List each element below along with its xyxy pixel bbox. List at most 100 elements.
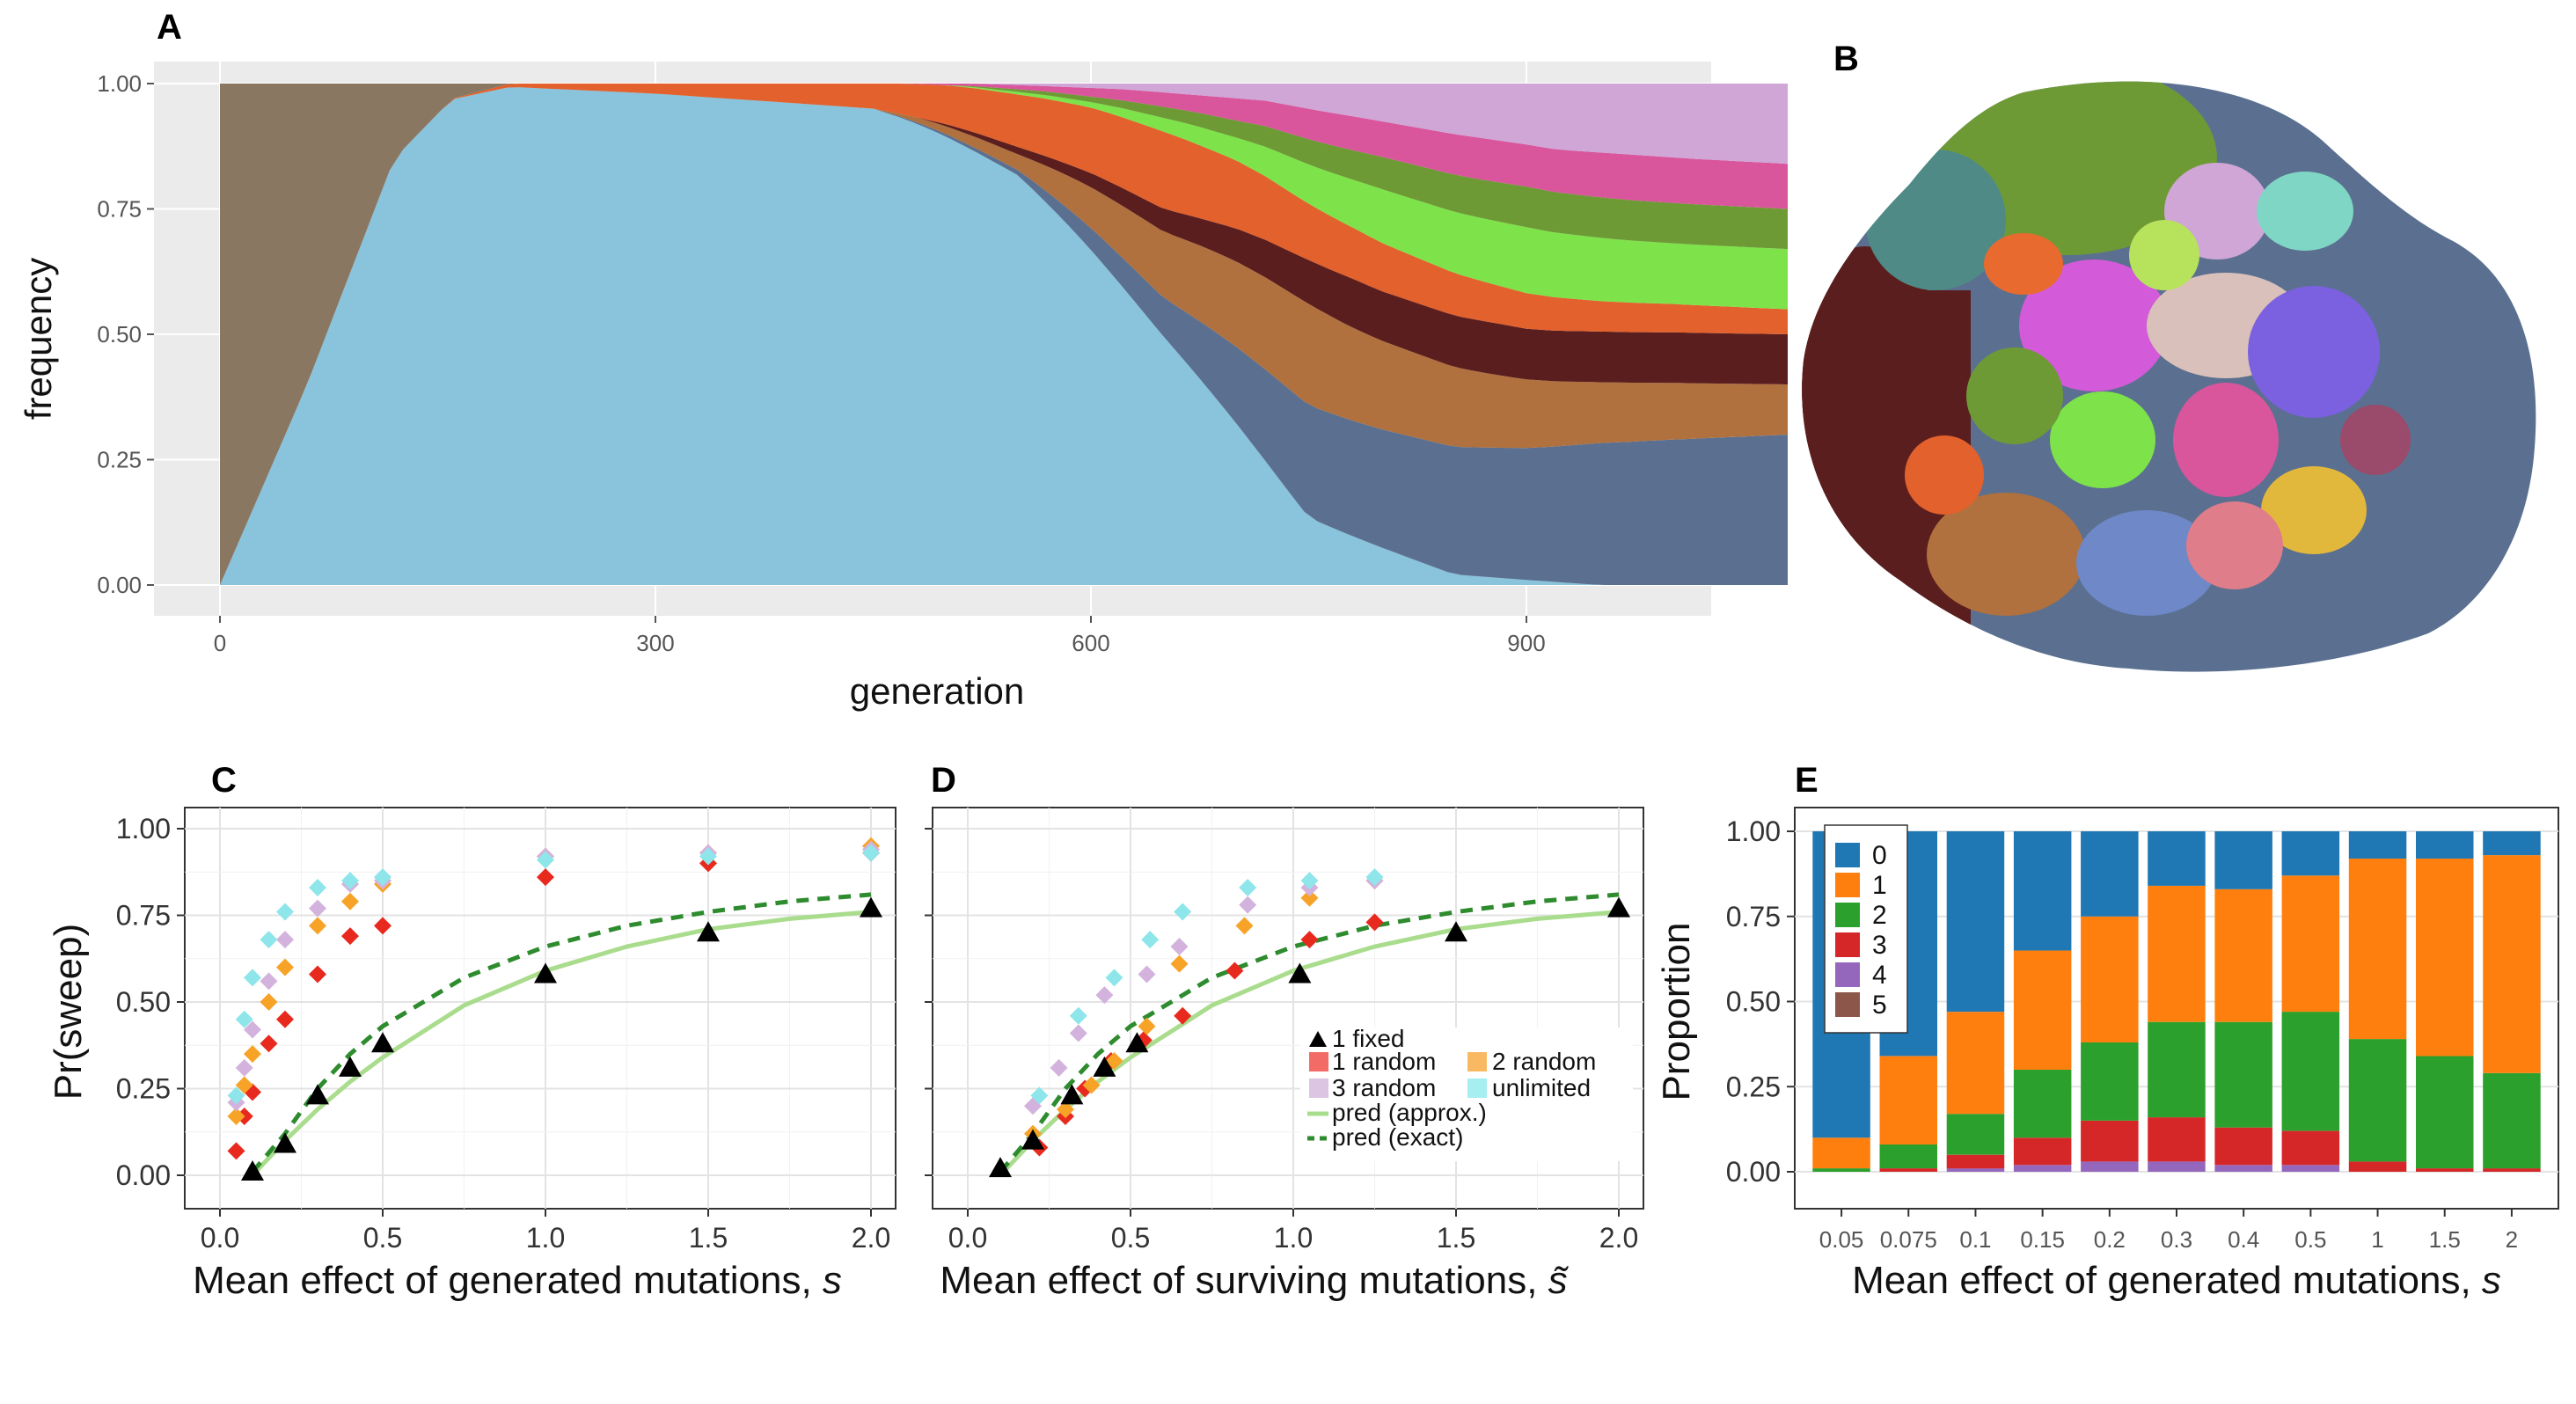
e-bar-0.1-class-0 — [1946, 831, 2005, 1013]
e-bar-0.4-class-2 — [2214, 1021, 2272, 1128]
c-point-unlimited-10 — [862, 844, 880, 862]
e-ytick-label-2: 0.50 — [1726, 986, 1781, 1018]
c-xtick-label-0: 0.0 — [201, 1222, 239, 1254]
d-point-fixed-7 — [1607, 896, 1630, 918]
d-pred-exact-line — [999, 892, 1620, 1174]
legend-key-random3 — [1309, 1079, 1328, 1098]
legend-key-random1 — [1309, 1052, 1328, 1071]
d-point-random3-4 — [1138, 965, 1156, 984]
c-point-random2-6 — [341, 892, 359, 910]
c-point-fixed-4 — [371, 1032, 394, 1053]
c-point-fixed-7 — [860, 896, 882, 918]
a-ytick-label-1: 0.25 — [97, 447, 142, 473]
e-bar-0.15-class-1 — [2013, 950, 2072, 1070]
e-bar-0.5-class-4 — [2281, 1165, 2340, 1172]
panel-a-x-axis-title: generation — [850, 670, 1025, 712]
panel-e-x-axis-title: Mean effect of generated mutations, s — [1852, 1259, 2501, 1302]
a-area-clone_lime — [220, 84, 1788, 585]
c-point-fixed-2 — [306, 1084, 329, 1105]
e-legend-key-3 — [1835, 932, 1860, 957]
e-ytick-label-3: 0.75 — [1726, 901, 1781, 932]
panel-c-grid — [185, 808, 896, 1209]
legend-label-pred-exact: pred (exact) — [1332, 1123, 1463, 1151]
a-area-clone_brown — [220, 84, 1788, 585]
panel-d-points — [989, 868, 1630, 1178]
e-bar-1.5-class-0 — [2416, 831, 2474, 859]
e-ytick-label-4: 1.00 — [1726, 815, 1781, 847]
c-point-random1-6 — [341, 927, 359, 946]
e-legend-label-2: 2 — [1872, 901, 1887, 930]
e-legend-label-0: 0 — [1872, 841, 1887, 870]
d-point-random1-6 — [1226, 962, 1244, 980]
panel-a-chart: 0.00 0.25 0.50 0.75 1.00 0 300 600 900 generati… — [18, 62, 1788, 712]
panel-e-y-axis-title: Proportion — [1655, 922, 1698, 1101]
e-bar-0.5-class-3 — [2281, 1130, 2340, 1166]
panel-b-tumour-image — [1802, 81, 2536, 672]
e-xtick-label-10: 2 — [2506, 1226, 2518, 1253]
e-xtick-label-4: 0.2 — [2094, 1226, 2126, 1253]
a-area-clone_blue — [220, 87, 1788, 586]
e-bar-1.5-class-1 — [2416, 859, 2474, 1057]
d-point-random3-5 — [1170, 937, 1189, 955]
e-bar-0.2-class-1 — [2081, 916, 2139, 1042]
panel-e-y-ticks: 0.00 0.25 0.50 0.75 1.00 — [1726, 815, 1795, 1188]
panel-c-chart: 0.00 0.25 0.50 0.75 1.00 0.0 0.5 1.0 1.5 2.0 Mea… — [47, 807, 896, 1302]
e-xtick-label-9: 1.5 — [2429, 1226, 2461, 1253]
e-legend-key-4 — [1835, 962, 1860, 987]
d-point-fixed-6 — [1445, 921, 1467, 942]
e-bar-0.2-class-2 — [2081, 1042, 2139, 1121]
d-point-unlimited-3 — [1141, 931, 1160, 949]
c-xtick-label-1: 0.5 — [363, 1222, 402, 1254]
d-point-random3-2 — [1069, 1024, 1087, 1042]
e-bar-0.4-class-4 — [2214, 1165, 2272, 1172]
e-xtick-label-6: 0.4 — [2228, 1226, 2259, 1253]
panel-c-y-axis-title: Pr(sweep) — [47, 924, 90, 1101]
e-bar-0.15-class-3 — [2013, 1137, 2072, 1166]
d-point-random2-3 — [1105, 1051, 1123, 1070]
d-point-fixed-1 — [1021, 1129, 1044, 1150]
e-bar-1-class-2 — [2348, 1039, 2407, 1162]
d-point-fixed-2 — [1060, 1084, 1084, 1105]
c-point-unlimited-2 — [244, 969, 261, 987]
e-bar-0.4-class-3 — [2214, 1127, 2272, 1166]
tumour-clones — [1802, 81, 2536, 672]
c-point-random1-5 — [309, 965, 326, 984]
d-point-unlimited-5 — [1239, 878, 1257, 896]
e-xtick-label-0: 0.05 — [1819, 1226, 1864, 1253]
a-xtick-label-2: 600 — [1072, 630, 1109, 656]
a-ytick-label-0: 0.00 — [97, 572, 142, 598]
panel-letter-e: E — [1795, 761, 1819, 800]
e-bar-0.3-class-1 — [2148, 885, 2206, 1022]
a-area-clone_slate — [220, 87, 1788, 586]
panel-c-x-ticks: 0.0 0.5 1.0 1.5 2.0 — [201, 1209, 890, 1254]
a-area-clone_maroon — [220, 87, 1788, 586]
e-bar-2-class-1 — [2483, 855, 2541, 1073]
panel-c-y-ticks: 0.00 0.25 0.50 0.75 1.00 — [116, 813, 185, 1191]
legend-key-random2 — [1467, 1052, 1487, 1071]
panel-d-prediction-lines — [999, 892, 1620, 1177]
panel-a-y-ticks: 0.00 0.25 0.50 0.75 1.00 — [97, 70, 154, 598]
panel-letter-c: C — [211, 761, 237, 800]
e-bar-0.2-class-0 — [2081, 831, 2139, 917]
e-bar-1-class-0 — [2348, 831, 2407, 859]
panel-c-x-axis-title: Mean effect of generated mutations, s — [193, 1259, 842, 1302]
d-point-unlimited-0 — [1030, 1086, 1049, 1105]
c-point-unlimited-6 — [341, 872, 359, 890]
e-bar-0.5-class-1 — [2281, 875, 2340, 1013]
d-point-fixed-4 — [1125, 1032, 1149, 1053]
legend-label-pred-approx: pred (approx.) — [1332, 1099, 1487, 1126]
e-legend-label-5: 5 — [1872, 991, 1887, 1020]
c-xtick-label-3: 1.5 — [689, 1222, 728, 1254]
e-xtick-label-3: 0.15 — [2020, 1226, 2065, 1253]
c-point-random3-3 — [260, 972, 278, 991]
e-bar-0.4-class-0 — [2214, 831, 2272, 889]
c-point-fixed-6 — [697, 921, 720, 942]
e-legend-label-4: 4 — [1872, 961, 1887, 990]
e-bar-0.05-class-2 — [1812, 1168, 1870, 1172]
e-bar-0.05-class-1 — [1812, 1137, 1870, 1169]
e-bar-0.2-class-4 — [2081, 1161, 2139, 1172]
e-bar-1-class-3 — [2348, 1161, 2407, 1172]
c-point-random2-0 — [227, 1108, 245, 1126]
e-legend-key-2 — [1835, 903, 1860, 927]
